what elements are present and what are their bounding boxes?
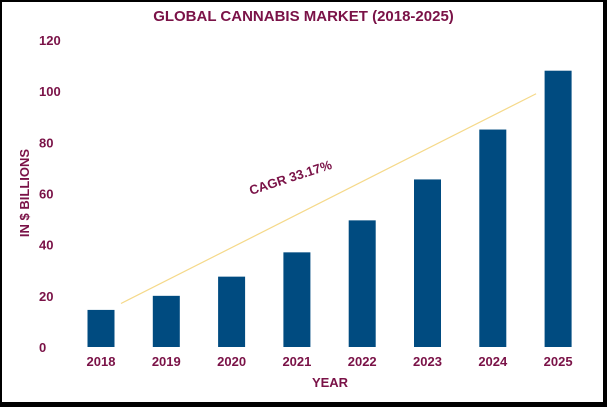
x-axis-label: YEAR: [312, 375, 349, 390]
bar-2025: [544, 70, 572, 347]
bar-2021: [283, 252, 311, 347]
y-tick-label: 40: [39, 238, 53, 253]
bar-2019: [152, 295, 180, 347]
y-tick-label: 120: [39, 33, 61, 48]
x-tick-label: 2019: [152, 354, 181, 369]
chart-title: GLOBAL CANNABIS MARKET (2018-2025): [153, 8, 454, 25]
x-tick-label: 2024: [478, 354, 508, 369]
y-tick-label: 80: [39, 135, 53, 150]
x-tick-label: 2022: [348, 354, 377, 369]
x-tick-labels: 2018 2019 2020 2021 2022 2023 2024 2025: [87, 354, 573, 369]
y-tick-label: 20: [39, 289, 53, 304]
bar-2023: [414, 179, 441, 347]
cagr-trendline: [120, 93, 537, 305]
x-tick-label: 2021: [282, 354, 311, 369]
bar-2020: [218, 276, 246, 347]
x-tick-label: 2020: [217, 354, 246, 369]
y-tick-label: 0: [39, 340, 46, 355]
y-axis-label: IN $ BILLIONS: [17, 149, 32, 237]
y-tick-label: 60: [39, 187, 53, 202]
y-tick-label: 100: [39, 84, 61, 99]
y-tick-labels: 0 20 40 60 80 100 120: [39, 33, 61, 355]
x-tick-label: 2018: [87, 354, 116, 369]
bar-2024: [479, 129, 507, 347]
bars: [87, 70, 572, 347]
bar-2018: [87, 309, 115, 347]
cagr-annotation: CAGR 33.17%: [247, 157, 334, 198]
bar-2022: [348, 220, 376, 347]
x-tick-label: 2023: [413, 354, 442, 369]
x-tick-label: 2025: [544, 354, 573, 369]
